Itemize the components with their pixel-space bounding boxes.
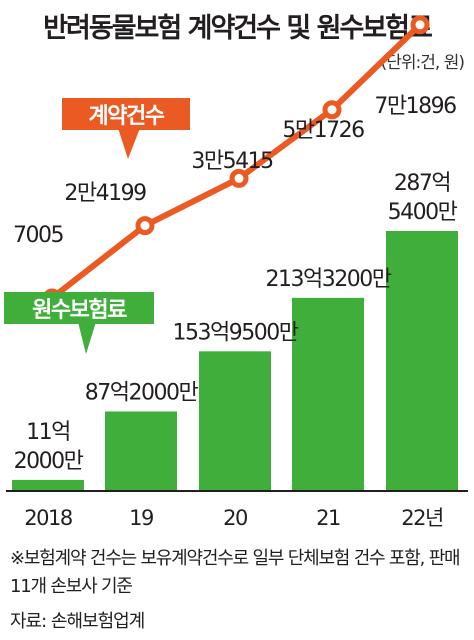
bar-value-label: 153억9500만 <box>173 320 299 345</box>
line-point-21 <box>322 100 342 120</box>
bar-value-label: 213억3200만 <box>266 267 392 292</box>
x-tick-label: 20 <box>223 506 247 530</box>
bar-19 <box>105 411 177 490</box>
legend-line-box <box>62 98 190 130</box>
bar-value-label: 87억2000만 <box>85 380 199 405</box>
footnote: ※보험계약 건수는 보유계약건수로 일부 단체보험 건수 포함, 판매 11개 … <box>10 548 461 597</box>
bar-2018 <box>12 479 84 490</box>
bar-22년 <box>386 231 458 490</box>
legend-line-pointer <box>118 128 140 159</box>
bars-layer <box>12 231 458 490</box>
x-tick-label: 21 <box>316 506 340 530</box>
unit-note: (단위:건, 원) <box>380 53 465 73</box>
line-point-22년 <box>410 15 430 35</box>
bar-value-label: 11억 <box>26 420 70 445</box>
bar-value-label: 2000만 <box>14 449 84 474</box>
legend-bar-box <box>4 292 154 324</box>
legend-bar-pointer <box>78 322 96 354</box>
line-value-label: 3만5415 <box>191 149 273 174</box>
x-tick-label: 2018 <box>24 506 72 530</box>
x-tick-label: 22년 <box>401 506 443 530</box>
bar-21 <box>292 297 364 490</box>
line-point-20 <box>229 168 249 188</box>
bar-labels-layer: 11억 2000만 87억2000만 153억9500만 213억3200만 287억 54… <box>14 171 459 474</box>
x-tick-label: 19 <box>129 506 153 530</box>
line-value-label: 7005 <box>13 223 63 248</box>
line-point-19 <box>135 216 155 236</box>
line-value-label: 5만1726 <box>282 118 364 143</box>
bar-value-label: 5400만 <box>388 200 458 225</box>
bar-value-label: 287억 <box>394 171 450 196</box>
chart-title: 반려동물보험 계약건수 및 원수보험료 <box>43 13 433 44</box>
legend-bar-label: 원수보험료 <box>32 297 127 323</box>
bar-20 <box>199 351 271 490</box>
line-value-label: 2만4199 <box>64 181 146 206</box>
line-value-label: 7만1896 <box>374 94 456 119</box>
legend-line-label: 계약건수 <box>89 104 165 129</box>
chart-svg: 11억 2000만 87억2000만 153억9500만 213억3200만 287억 54… <box>4 15 468 530</box>
source-note: 자료: 손해보험업계 <box>10 611 145 632</box>
x-axis: 2018 19 20 21 22년 <box>6 490 468 530</box>
